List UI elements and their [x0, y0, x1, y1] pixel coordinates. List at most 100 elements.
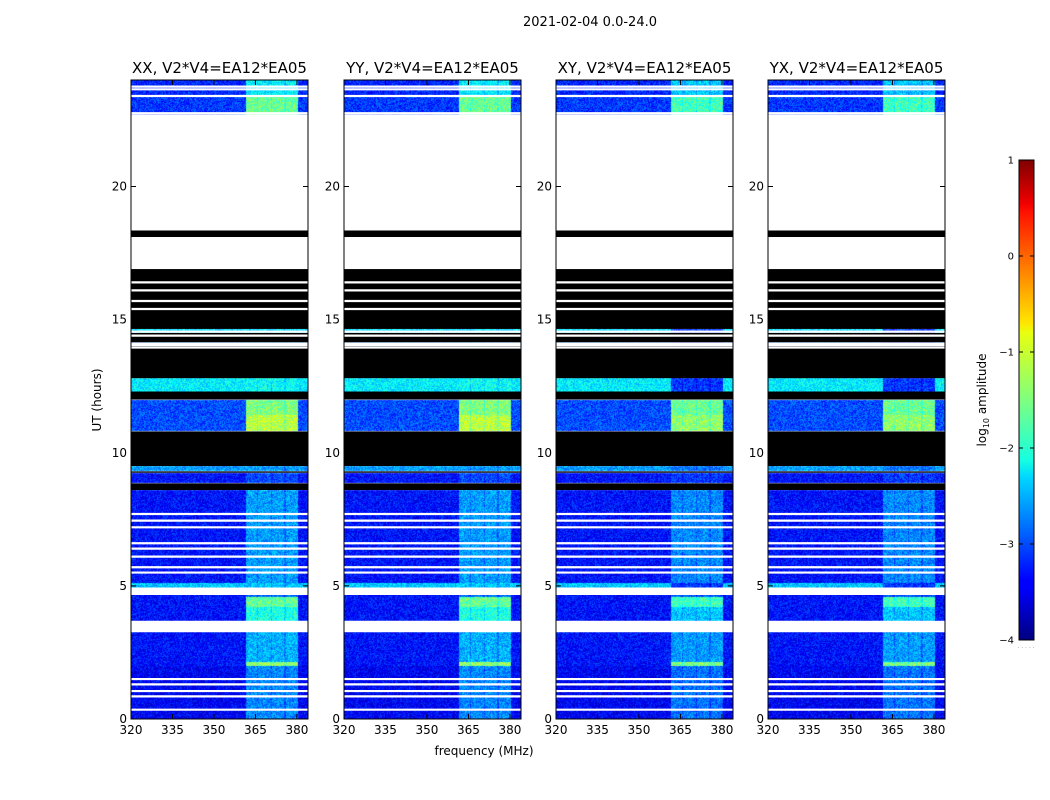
- x-tick-label: 320: [333, 723, 356, 737]
- flagged-block: [556, 391, 733, 400]
- x-tick-label: 335: [586, 723, 609, 737]
- x-tick-label: 365: [244, 723, 267, 737]
- x-tick-label: 335: [161, 723, 184, 737]
- panel-frame: [767, 79, 946, 720]
- panel-yx: YX, V2*V4=EA12*EA05 320 335 350 365 380 0 5 10 15…: [749, 59, 946, 737]
- flagged-block: [344, 346, 521, 379]
- flagged-block: [344, 269, 521, 329]
- colorbar-label: log10 amplitude: [975, 354, 991, 447]
- y-tick-label: 20: [537, 180, 552, 194]
- flagged-block: [556, 346, 733, 379]
- x-tick-label: 350: [840, 723, 863, 737]
- flagged-block: [131, 332, 308, 343]
- y-tick-label: 0: [544, 712, 552, 726]
- y-tick-label: 5: [544, 579, 552, 593]
- y-tick-label: 10: [749, 446, 764, 460]
- x-tick-label: 380: [922, 723, 945, 737]
- colorbar-extra: . . . . .: [1017, 643, 1034, 650]
- x-tick-label: 365: [457, 723, 480, 737]
- y-tick-label: 15: [325, 313, 340, 327]
- y-tick-label: 15: [112, 313, 127, 327]
- x-tick-label: 350: [416, 723, 439, 737]
- panel-frame: [130, 79, 309, 720]
- colorbar: −4 −3 −2 −1 0 1 log10 amplitude . . . . .: [975, 156, 1035, 651]
- y-tick-label: 20: [749, 180, 764, 194]
- panel-xx: XX, V2*V4=EA12*EA05 320 335 350 365 380 0 5 10 15…: [112, 59, 309, 737]
- flagged-block: [344, 332, 521, 343]
- x-tick-label: 365: [669, 723, 692, 737]
- flagged-block: [768, 391, 945, 400]
- x-tick-label: 320: [120, 723, 143, 737]
- y-tick-label: 0: [756, 712, 764, 726]
- no-data-block: [768, 114, 945, 231]
- panel-title: XX, V2*V4=EA12*EA05: [132, 59, 307, 77]
- flagged-block: [344, 431, 521, 467]
- panels: XX, V2*V4=EA12*EA05 320 335 350 365 380 0 5 10 15…: [112, 59, 946, 737]
- flagged-block: [556, 332, 733, 343]
- flagged-block: [556, 230, 733, 238]
- flagged-block: [131, 391, 308, 400]
- y-tick-label: 5: [332, 579, 340, 593]
- x-tick-label: 350: [203, 723, 226, 737]
- flagged-block: [768, 431, 945, 467]
- panel-frame: [555, 79, 734, 720]
- y-tick-label: 5: [119, 579, 127, 593]
- x-tick-label: 320: [545, 723, 568, 737]
- colorbar-tick-label: 1: [1008, 156, 1014, 167]
- no-data-block: [556, 237, 733, 270]
- flagged-block: [131, 483, 308, 491]
- no-data-block: [556, 114, 733, 231]
- flagged-block: [344, 471, 521, 473]
- flagged-block: [556, 471, 733, 473]
- flagged-block: [131, 346, 308, 379]
- panel-yy: YY, V2*V4=EA12*EA05 320 335 350 365 380 0 5 10 15…: [325, 59, 522, 737]
- panel-xy: XY, V2*V4=EA12*EA05 320 335 350 365 380 0 5 10 15…: [537, 59, 734, 737]
- flagged-block: [556, 431, 733, 467]
- x-tick-label: 365: [881, 723, 904, 737]
- y-tick-label: 15: [537, 313, 552, 327]
- colorbar-tick-label: −3: [999, 540, 1014, 551]
- no-data-block: [131, 114, 308, 231]
- panel-title: XY, V2*V4=EA12*EA05: [558, 59, 732, 77]
- flagged-block: [556, 269, 733, 329]
- colorbar-tick-label: 0: [1008, 252, 1014, 263]
- y-tick-label: 20: [325, 180, 340, 194]
- x-tick-label: 380: [710, 723, 733, 737]
- no-data-block: [768, 237, 945, 270]
- panel-title: YX, V2*V4=EA12*EA05: [769, 59, 944, 77]
- flagged-block: [768, 269, 945, 329]
- flagged-block: [131, 471, 308, 473]
- flagged-block: [131, 269, 308, 329]
- y-axis-label: UT (hours): [90, 368, 104, 431]
- y-tick-label: 5: [756, 579, 764, 593]
- flagged-block: [344, 483, 521, 491]
- y-tick-label: 10: [325, 446, 340, 460]
- y-tick-label: 10: [537, 446, 552, 460]
- flagged-block: [556, 483, 733, 491]
- flagged-block: [768, 346, 945, 379]
- flagged-block: [768, 471, 945, 473]
- panel-frame: [343, 79, 522, 720]
- colorbar-tick-label: −4: [999, 636, 1014, 647]
- no-data-block: [344, 114, 521, 231]
- flagged-block: [131, 431, 308, 467]
- x-tick-label: 320: [757, 723, 780, 737]
- x-tick-label: 380: [498, 723, 521, 737]
- colorbar-gradient: [1018, 159, 1035, 641]
- flagged-block: [768, 483, 945, 491]
- y-tick-label: 0: [119, 712, 127, 726]
- figure-title: 2021-02-04 0.0-24.0: [523, 15, 657, 30]
- flagged-block: [344, 230, 521, 238]
- x-tick-label: 380: [285, 723, 308, 737]
- panel-title: YY, V2*V4=EA12*EA05: [345, 59, 519, 77]
- colorbar-tick-label: −1: [999, 348, 1014, 359]
- no-data-block: [131, 237, 308, 270]
- flagged-block: [131, 230, 308, 238]
- y-tick-label: 10: [112, 446, 127, 460]
- flagged-block: [768, 332, 945, 343]
- colorbar-tick-label: −2: [999, 444, 1014, 455]
- y-tick-label: 0: [332, 712, 340, 726]
- no-data-block: [344, 237, 521, 270]
- x-tick-label: 335: [374, 723, 397, 737]
